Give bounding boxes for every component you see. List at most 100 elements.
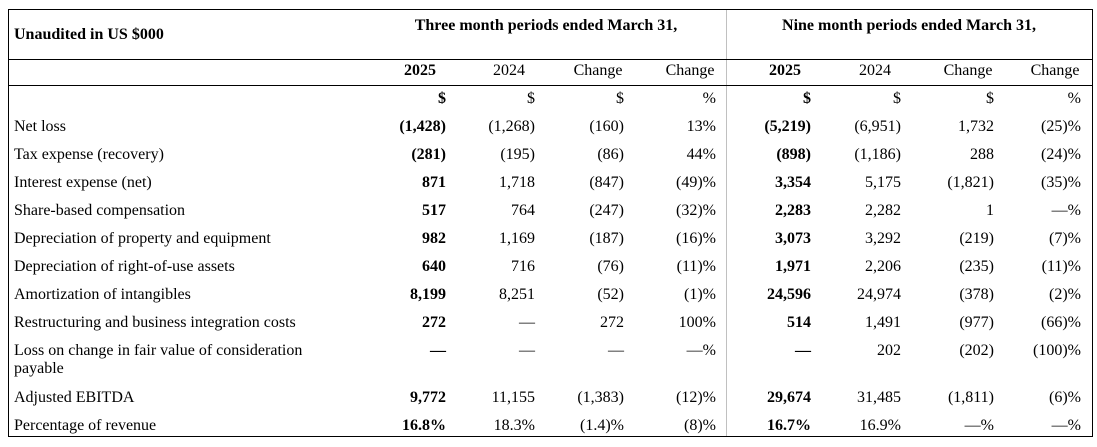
- table-cell: (76): [597, 258, 624, 275]
- table-cell: 3,073: [775, 230, 811, 247]
- row-label: Restructuring and business integration c…: [14, 314, 296, 331]
- table-cell: 31,485: [857, 389, 901, 406]
- table-cell: (847): [589, 174, 624, 191]
- table-cell: (11)%: [676, 258, 716, 275]
- table-cell: 18.3%: [493, 417, 535, 434]
- table-cell: (24)%: [1041, 146, 1081, 163]
- table-cell: —: [608, 342, 624, 359]
- table-cell: —: [795, 342, 811, 359]
- table-cell: (49)%: [676, 174, 716, 191]
- table-cell: 24,974: [857, 286, 901, 303]
- column-header: 2024: [493, 62, 525, 79]
- table-cell: (219): [959, 230, 994, 247]
- table-cell: 640: [422, 258, 446, 275]
- table-cell: 1: [986, 202, 994, 219]
- table-cell: (247): [589, 202, 624, 219]
- row-label: Depreciation of property and equipment: [14, 230, 271, 247]
- table-cell: (1,268): [488, 118, 535, 135]
- table-cell: 100%: [678, 314, 716, 331]
- table-cell: 514: [787, 314, 811, 331]
- ebitda-table: Unaudited in US $000 Three month periods…: [8, 9, 1093, 437]
- table-cell: (52): [597, 286, 624, 303]
- table-cell: (1,821): [947, 174, 994, 191]
- table-cell: —%: [1051, 202, 1081, 219]
- row-label: Adjusted EBITDA: [14, 389, 135, 406]
- table-cell: 16.9%: [859, 417, 901, 434]
- table-cell: 1,971: [775, 258, 811, 275]
- column-header: Change: [943, 62, 993, 79]
- table-cell: (1,428): [399, 118, 446, 135]
- table-cell: 29,674: [767, 389, 811, 406]
- table-cell: (35)%: [1041, 174, 1081, 191]
- table-cell: 871: [422, 174, 446, 191]
- table-cell: 16.7%: [767, 417, 811, 434]
- table-cell: (187): [589, 230, 624, 247]
- table-cell: 1,491: [865, 314, 901, 331]
- table-cell: —%: [964, 417, 994, 434]
- row-label: Depreciation of right-of-use assets: [14, 258, 235, 275]
- row-label: Net loss: [14, 118, 66, 135]
- row-label: Amortization of intangibles: [14, 286, 191, 303]
- table-cell: 13%: [686, 118, 716, 135]
- table-cell: (281): [411, 146, 446, 163]
- table-cell: (202): [959, 342, 994, 359]
- table-cell: 3,354: [775, 174, 811, 191]
- unit-label: %: [702, 90, 716, 107]
- table-cell: (86): [597, 146, 624, 163]
- table-cell: —: [519, 314, 535, 331]
- table-cell: 2,282: [865, 202, 901, 219]
- row-label: Loss on change in fair value of consider…: [14, 342, 303, 359]
- table-cell: (6,951): [854, 118, 901, 135]
- table-cell: (25)%: [1041, 118, 1081, 135]
- table-cell: 2,206: [865, 258, 901, 275]
- table-cell: (160): [589, 118, 624, 135]
- table-cell: (66)%: [1041, 314, 1081, 331]
- table-cell: (235): [959, 258, 994, 275]
- nine-month-group-header: Nine month periods ended March 31,: [782, 17, 1036, 34]
- table-cell: (1,811): [947, 389, 994, 406]
- table-cell: 288: [970, 146, 994, 163]
- header-rule: [9, 59, 1092, 60]
- table-cell: (1,186): [854, 146, 901, 163]
- unit-label: $: [986, 90, 994, 107]
- table-cell: 8,199: [410, 286, 446, 303]
- three-month-group-header: Three month periods ended March 31,: [414, 17, 678, 34]
- table-cell: 1,169: [499, 230, 535, 247]
- row-label-continued: payable: [14, 360, 64, 377]
- unit-label: $: [893, 90, 901, 107]
- row-label: Percentage of revenue: [14, 417, 157, 434]
- table-cell: —%: [1051, 417, 1081, 434]
- table-cell: 982: [422, 230, 446, 247]
- table-cell: 764: [511, 202, 535, 219]
- table-cell: (32)%: [676, 202, 716, 219]
- table-cell: (8)%: [684, 417, 716, 434]
- unit-label: %: [1067, 90, 1081, 107]
- table-cell: 9,772: [410, 389, 446, 406]
- column-header: Change: [573, 62, 623, 79]
- table-cell: (1.4)%: [580, 417, 624, 434]
- table-caption: Unaudited in US $000: [14, 26, 164, 43]
- table-cell: 1,732: [958, 118, 994, 135]
- table-cell: 202: [877, 342, 901, 359]
- table-cell: 272: [422, 314, 446, 331]
- table-cell: (977): [959, 314, 994, 331]
- table-cell: (11)%: [1041, 258, 1081, 275]
- table-cell: —%: [686, 342, 716, 359]
- column-header-rule: [9, 85, 1092, 86]
- table-cell: (7)%: [1049, 230, 1081, 247]
- table-cell: (100)%: [1033, 342, 1081, 359]
- table-cell: (1)%: [684, 286, 716, 303]
- row-label: Share-based compensation: [14, 202, 186, 219]
- table-cell: 5,175: [865, 174, 901, 191]
- column-group-separator: [726, 10, 727, 436]
- unit-label: $: [803, 90, 811, 107]
- table-cell: (5,219): [764, 118, 811, 135]
- table-cell: 24,596: [767, 286, 811, 303]
- column-header: 2025: [404, 62, 436, 79]
- table-cell: (195): [500, 146, 535, 163]
- table-cell: (378): [959, 286, 994, 303]
- table-cell: —: [519, 342, 535, 359]
- unit-label: $: [616, 90, 624, 107]
- table-cell: —: [430, 342, 446, 359]
- table-cell: (16)%: [676, 230, 716, 247]
